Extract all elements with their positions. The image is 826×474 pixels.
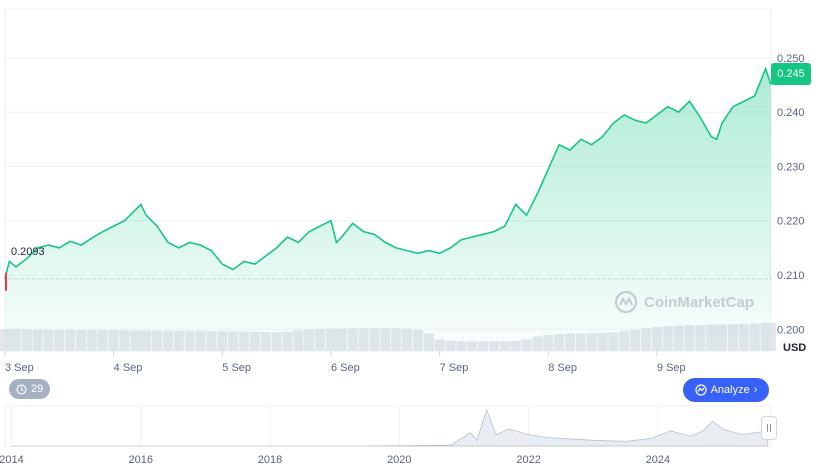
navigator-area [11,408,769,447]
navigator-year-label: 2024 [646,454,670,466]
price-line [4,66,772,279]
x-tick-label: 5 Sep [222,362,251,374]
analyze-label: Analyze [710,384,750,396]
analyze-button[interactable]: Analyze › [683,378,769,402]
watermark-text: CoinMarketCap [644,293,755,311]
navigator-year-label: 2018 [258,454,282,466]
analyze-icon [694,384,707,396]
x-tick-label: 6 Sep [331,362,360,374]
y-tick-label: 0.230 [777,161,805,173]
x-tick-label: 4 Sep [114,362,143,374]
x-axis: 3 Sep 4 Sep 5 Sep 6 Sep 7 Sep 8 Sep 9 Sep [4,351,686,374]
y-tick-label: 0.210 [777,270,805,282]
navigator-drag-handle[interactable] [761,416,777,440]
y-tick-label: 0.240 [777,107,805,119]
x-tick-label: 9 Sep [657,362,686,374]
y-axis: 0.200 0.210 0.220 0.230 0.240 0.250 [777,53,805,336]
coinmarketcap-watermark: CoinMarketCap [614,290,754,314]
coinmarketcap-logo-icon [614,290,638,314]
navigator-year-label: 2016 [129,454,153,466]
current-price-tag: 0.245 [771,63,811,85]
navigator-year-label: 2020 [387,454,411,466]
history-count: 29 [31,383,44,395]
navigator-year-labels: 2014 2016 2018 2020 2022 2024 [0,454,670,466]
price-area [5,68,771,351]
open-price-label: 0.2093 [11,246,45,258]
history-clock-icon [16,384,27,394]
x-tick-label: 8 Sep [548,362,577,374]
x-tick-label: 3 Sep [5,362,34,374]
range-navigator[interactable]: 2014 2016 2018 2020 2022 2024 [0,405,772,466]
chevron-right-icon: › [753,384,758,396]
navigator-year-label: 2022 [516,454,540,466]
y-tick-label: 0.200 [777,324,805,336]
y-tick-label: 0.220 [777,216,805,228]
y-tick-label: 0.250 [777,53,805,65]
currency-label: USD [783,342,807,354]
x-tick-label: 7 Sep [440,362,469,374]
navigator-year-label: 2014 [0,454,24,466]
history-badge[interactable]: 29 [9,379,51,399]
